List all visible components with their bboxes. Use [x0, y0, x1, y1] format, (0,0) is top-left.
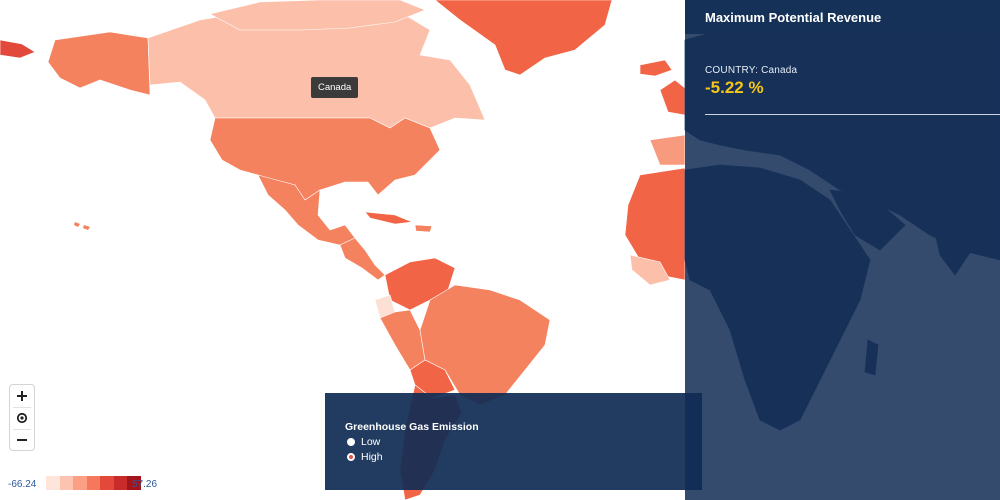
country-line: COUNTRY: Canada	[705, 65, 797, 76]
legend-color-scale	[46, 476, 141, 490]
plus-icon	[17, 391, 27, 401]
radio-label-high: High	[361, 451, 383, 463]
legend-swatch-5	[113, 476, 127, 490]
legend-swatch-0	[46, 476, 60, 490]
zoom-separator	[13, 429, 31, 430]
legend-min-label: -66.24	[8, 479, 37, 490]
legend-swatch-3	[86, 476, 100, 490]
country-name: Canada	[761, 65, 798, 76]
legend-swatch-2	[73, 476, 87, 490]
country-russia-tip[interactable]	[0, 39, 36, 59]
country-uk-ireland[interactable]	[659, 79, 686, 116]
country-value: -5.22 %	[705, 78, 764, 97]
country-alaska[interactable]	[47, 31, 151, 96]
country-hawaii[interactable]	[74, 222, 90, 230]
country-west-africa-light[interactable]	[629, 254, 671, 286]
info-panel-header: Maximum Potential Revenue	[685, 0, 1000, 34]
emission-panel: Greenhouse Gas Emission Low High	[325, 393, 702, 490]
legend-swatch-1	[59, 476, 73, 490]
radio-label-low: Low	[361, 436, 381, 448]
country-mexico[interactable]	[257, 174, 356, 246]
legend-swatch-4	[100, 476, 114, 490]
zoom-in-button[interactable]	[10, 385, 34, 407]
tooltip-text: Canada	[318, 82, 352, 93]
country-central-america[interactable]	[339, 237, 386, 281]
country-label: COUNTRY:	[705, 65, 759, 76]
country-hispaniola[interactable]	[414, 224, 433, 233]
info-panel: Maximum Potential Revenue COUNTRY: Canad…	[685, 0, 1000, 500]
target-icon	[16, 412, 28, 424]
zoom-separator	[13, 407, 31, 408]
zoom-controls	[9, 384, 35, 451]
country-peru[interactable]	[379, 309, 426, 371]
radio-button-high[interactable]	[347, 453, 355, 461]
radio-button-low[interactable]	[347, 438, 355, 446]
panel-title: Maximum Potential Revenue	[705, 10, 882, 25]
country-iberia[interactable]	[649, 134, 686, 166]
map-tooltip: Canada	[311, 77, 359, 98]
country-greenland[interactable]	[434, 0, 613, 76]
country-usa[interactable]	[209, 117, 441, 201]
legend-max-label: 57.26	[132, 479, 158, 490]
radio-option-high[interactable]: High	[347, 451, 383, 463]
country-canada-islands[interactable]	[209, 0, 426, 31]
country-cuba[interactable]	[364, 211, 414, 225]
emission-title: Greenhouse Gas Emission	[345, 421, 479, 433]
zoom-out-button[interactable]	[10, 429, 34, 451]
panel-divider	[705, 114, 1000, 115]
minus-icon	[17, 439, 27, 441]
radio-option-low[interactable]: Low	[347, 436, 380, 448]
country-iceland[interactable]	[639, 59, 673, 77]
reset-view-button[interactable]	[10, 407, 34, 429]
legend-swatch-6	[127, 476, 141, 490]
